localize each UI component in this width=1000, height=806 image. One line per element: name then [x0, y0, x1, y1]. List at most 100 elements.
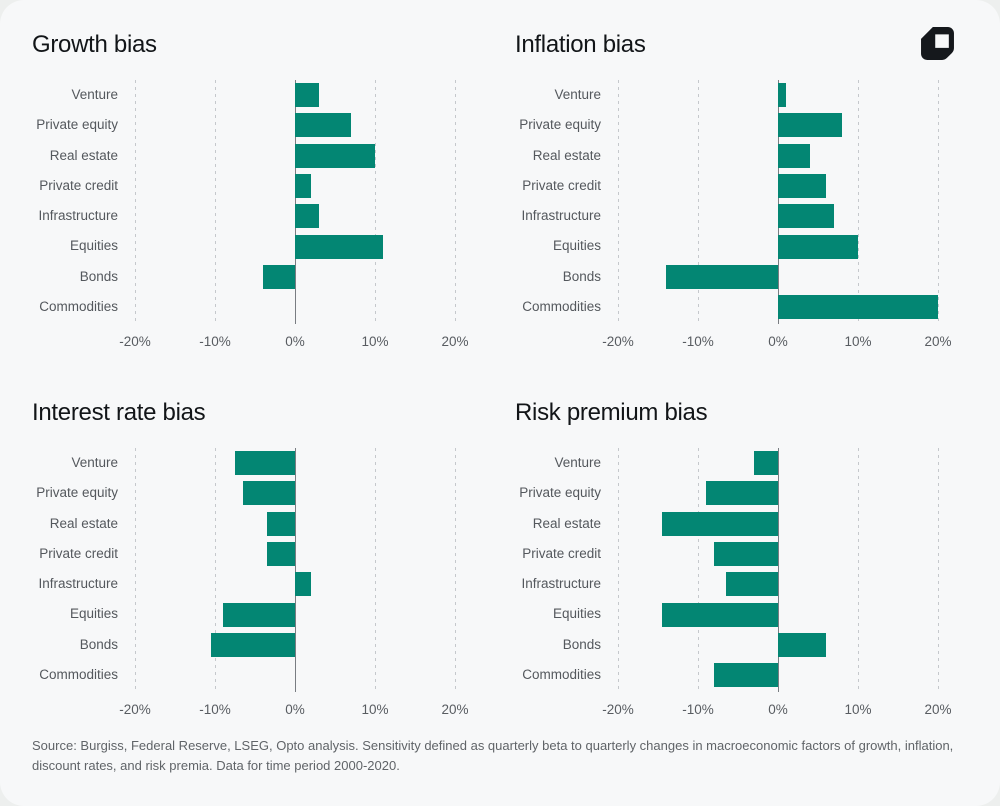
chart-title: Inflation bias	[515, 31, 646, 58]
category-label: Private credit	[522, 177, 601, 193]
x-axis-ticks: -20% -10% 0% 10% 20%	[602, 334, 951, 352]
category-label: Bonds	[562, 636, 601, 652]
x-tick-label: 10%	[844, 334, 872, 349]
category-label: Commodities	[522, 299, 601, 315]
category-label: Equities	[69, 606, 118, 622]
zero-axis-line	[294, 80, 296, 324]
category-label: Private credit	[522, 545, 601, 561]
gridline	[857, 448, 859, 692]
source-note: Source: Burgiss, Federal Reserve, LSEG, …	[32, 738, 954, 773]
category-label: Real estate	[49, 515, 118, 531]
gridline	[697, 80, 699, 324]
bar-real-estate	[778, 143, 810, 168]
bar-infrastructure	[726, 572, 778, 597]
bar-private-credit	[267, 542, 295, 567]
x-tick-label: -10%	[682, 702, 714, 717]
category-axis: Venture Private equity Real estate Private …	[515, 448, 618, 692]
category-label: Commodities	[39, 667, 118, 683]
x-tick-label: 20%	[924, 334, 952, 349]
x-tick-label: -10%	[199, 702, 231, 717]
category-label: Infrastructure	[38, 208, 118, 224]
bar-commodities	[714, 663, 778, 688]
zero-axis-line	[777, 448, 779, 692]
bar-bonds	[778, 632, 826, 657]
x-tick-label: -10%	[199, 334, 231, 349]
category-axis: Venture Private equity Real estate Private …	[32, 448, 135, 692]
category-label: Venture	[554, 455, 601, 470]
bar-bonds	[211, 632, 295, 657]
charts-grid: Growth bias Venture Private equity Real es…	[32, 30, 952, 720]
gridline	[617, 80, 619, 324]
gridline	[374, 80, 376, 324]
bar-infrastructure	[295, 204, 319, 229]
category-label: Equities	[552, 606, 601, 622]
bar-equities	[662, 602, 778, 627]
plot-area	[617, 80, 939, 324]
x-tick-label: 0%	[285, 334, 305, 349]
x-tick-label: 0%	[768, 702, 788, 717]
bar-private-equity	[778, 113, 842, 138]
category-label: Infrastructure	[38, 576, 118, 592]
category-label: Equities	[552, 238, 601, 254]
category-label: Private equity	[519, 485, 601, 501]
bar-private-equity	[295, 113, 351, 138]
x-axis: -20% -10% 0% 10% 20%	[515, 334, 951, 352]
bar-real-estate	[295, 143, 375, 168]
chart-interest-rate-bias: Interest rate bias Venture Private equity…	[32, 398, 469, 720]
gridline	[857, 80, 859, 324]
x-axis: -20% -10% 0% 10% 20%	[32, 702, 468, 720]
x-axis-ticks: -20% -10% 0% 10% 20%	[602, 702, 951, 720]
gridline	[454, 80, 456, 324]
x-tick-label: 0%	[285, 702, 305, 717]
category-label: Private equity	[36, 485, 118, 501]
x-axis-ticks: -20% -10% 0% 10% 20%	[119, 702, 468, 720]
x-tick-label: -20%	[602, 702, 634, 717]
chart-body: Venture Private equity Real estate Private …	[32, 80, 456, 324]
bar-real-estate	[267, 511, 295, 536]
bar-private-equity	[706, 481, 778, 506]
x-tick-label: 10%	[361, 702, 389, 717]
chart-title: Growth bias	[32, 31, 157, 58]
bar-venture	[235, 451, 295, 476]
gridline	[937, 448, 939, 692]
zero-axis-line	[777, 80, 779, 324]
bar-equities	[295, 234, 383, 259]
plot-area	[617, 448, 939, 692]
bar-equities	[223, 602, 295, 627]
category-label: Venture	[71, 455, 118, 470]
x-tick-label: 20%	[441, 334, 469, 349]
category-label: Bonds	[79, 636, 118, 652]
x-tick-label: 20%	[924, 702, 952, 717]
category-label: Private equity	[519, 117, 601, 133]
chart-title: Risk premium bias	[515, 399, 708, 426]
x-tick-label: 0%	[768, 334, 788, 349]
chart-growth-bias: Growth bias Venture Private equity Real es…	[32, 30, 469, 352]
gridline	[134, 80, 136, 324]
category-label: Bonds	[79, 268, 118, 284]
opto-logo-icon	[920, 26, 955, 61]
category-label: Commodities	[39, 299, 118, 315]
x-tick-label: 20%	[441, 702, 469, 717]
x-axis: -20% -10% 0% 10% 20%	[515, 702, 951, 720]
x-tick-label: -20%	[119, 334, 151, 349]
gridline	[697, 448, 699, 692]
category-label: Bonds	[562, 268, 601, 284]
x-tick-label: -20%	[119, 702, 151, 717]
bar-bonds	[263, 264, 295, 289]
plot-area	[134, 80, 456, 324]
category-label: Real estate	[49, 147, 118, 163]
x-tick-label: -20%	[602, 334, 634, 349]
bar-infrastructure	[778, 204, 834, 229]
bar-infrastructure	[295, 572, 311, 597]
chart-body: Venture Private equity Real estate Private …	[515, 80, 939, 324]
bar-private-equity	[243, 481, 295, 506]
bar-commodities	[778, 295, 938, 320]
category-label: Private equity	[36, 117, 118, 133]
zero-axis-line	[294, 448, 296, 692]
x-tick-label: 10%	[844, 702, 872, 717]
category-label: Infrastructure	[521, 208, 601, 224]
category-label: Private credit	[39, 177, 118, 193]
x-tick-label: 10%	[361, 334, 389, 349]
chart-body: Venture Private equity Real estate Private …	[32, 448, 456, 692]
